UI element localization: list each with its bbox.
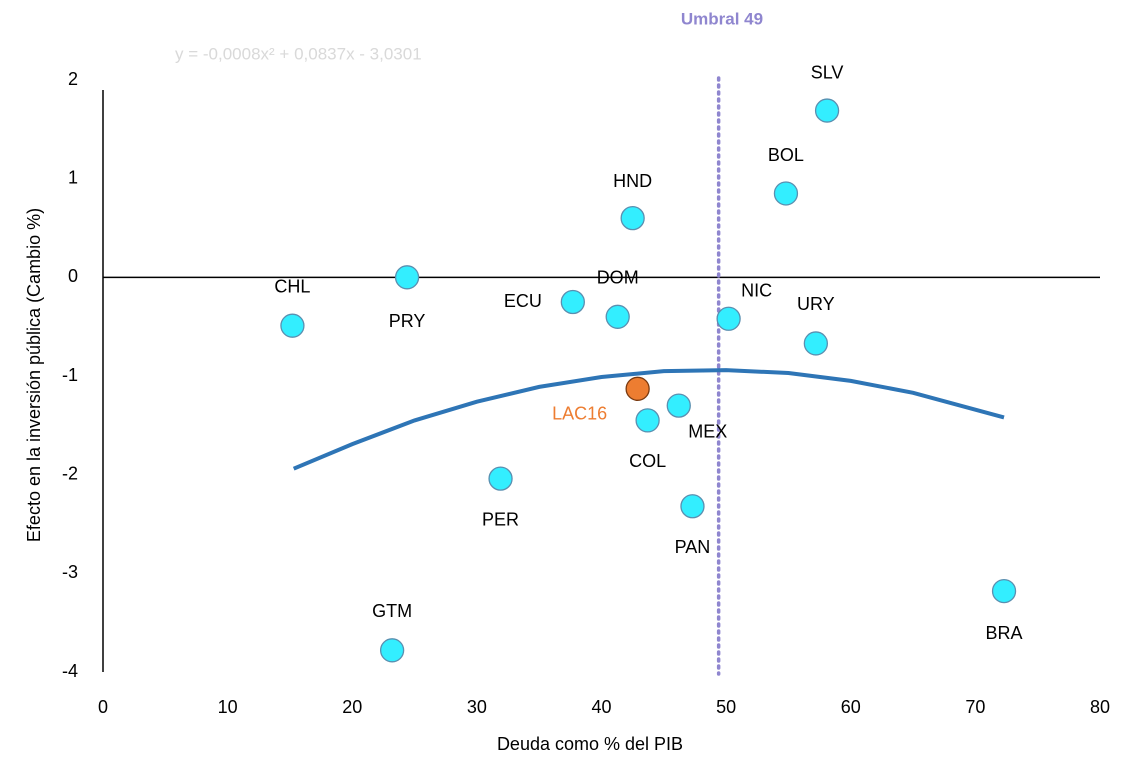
point-label: MEX [688,421,727,441]
threshold-label: Umbral 49 [681,9,763,28]
point-label: CHL [274,276,310,296]
point [560,289,585,315]
x-tick-label: 30 [467,697,487,717]
point [716,306,741,331]
x-tick-label: 0 [98,697,108,717]
y-tick-label: -2 [62,463,78,483]
point-label: NIC [741,281,772,301]
x-tick-label: 10 [218,697,238,717]
x-tick-label: 50 [716,697,736,717]
point-label: URY [797,294,835,314]
point-label: LAC16 [552,404,607,424]
point-label: HND [613,171,652,191]
x-tick-label: 20 [342,697,362,717]
x-tick-label: 60 [841,697,861,717]
point [620,205,645,231]
x-axis-label: Deuda como % del PIB [497,734,683,754]
point-label: BRA [986,623,1023,643]
y-tick-label: -3 [62,562,78,582]
y-tick-label: 1 [68,167,78,187]
y-tick-label: -1 [62,365,78,385]
point [680,494,705,519]
point [488,466,513,491]
point-label: PAN [675,537,711,557]
point [280,313,305,338]
point [379,638,405,663]
point-label: ECU [504,291,542,311]
y-tick-label: 0 [68,266,78,286]
point-label: DOM [597,268,639,288]
point [991,578,1017,604]
point-label: PRY [389,311,426,331]
x-tick-label: 80 [1090,697,1110,717]
point [666,393,691,418]
point-label: COL [629,451,666,471]
x-tick-label: 40 [591,697,611,717]
point-label: PER [482,509,519,529]
point-label: GTM [372,601,412,621]
trend-line [292,368,1005,471]
point [803,331,829,356]
x-tick-label: 70 [965,697,985,717]
point [814,98,840,123]
y-tick-label: -4 [62,661,78,681]
y-axis-label: Efecto en la inversión pública (Cambio %… [24,208,44,542]
point-label: SLV [811,62,844,82]
trend-equation: y = -0,0008x² + 0,0837x - 3,0301 [175,44,422,63]
point [394,265,420,290]
point [625,376,650,401]
point-label: BOL [768,145,804,165]
y-tick-label: 2 [68,69,78,89]
point [605,304,630,329]
point [635,408,660,433]
point [773,181,799,206]
